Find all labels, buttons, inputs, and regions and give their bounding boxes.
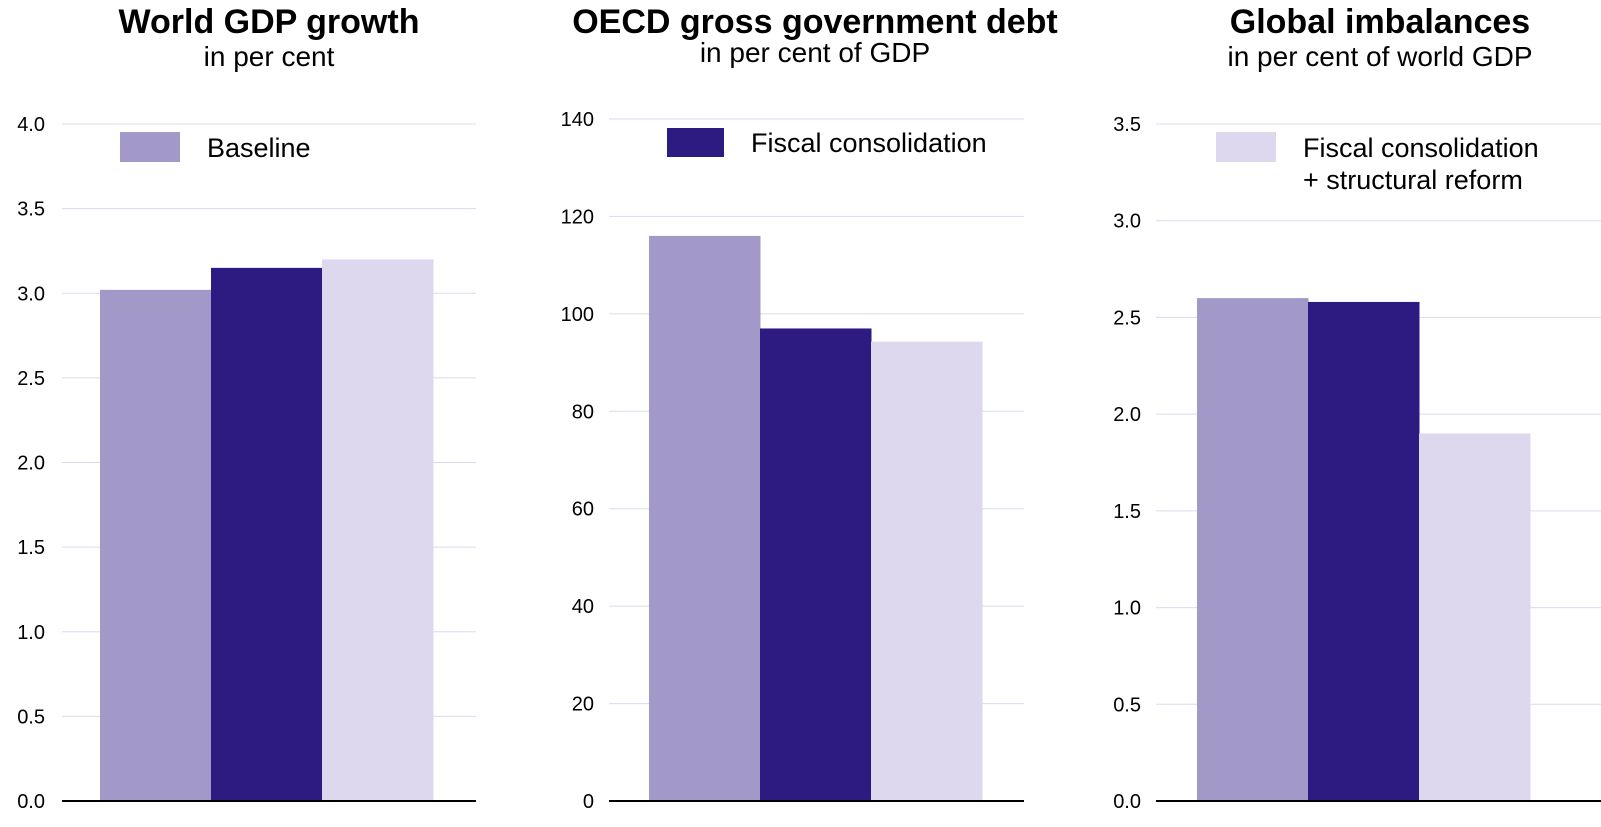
- y-tick-label: 120: [561, 206, 594, 228]
- y-tick-label: 60: [572, 499, 594, 521]
- bar-fiscal-consolidation-structural-reform: [1419, 433, 1531, 801]
- legend-swatch: [120, 132, 180, 162]
- y-tick-label: 2.5: [17, 368, 45, 390]
- y-tick-label: 1.0: [17, 622, 45, 644]
- bar-baseline: [1197, 298, 1309, 801]
- bar-fiscal-consolidation: [760, 328, 872, 801]
- y-tick-label: 100: [561, 304, 594, 326]
- y-tick-label: 0.0: [1113, 791, 1141, 813]
- bar-baseline: [100, 289, 212, 801]
- bar-fiscal-consolidation-structural-reform: [322, 259, 434, 801]
- legend-label: Fiscal consolidation: [751, 128, 987, 158]
- y-tick-label: 0.5: [17, 706, 45, 728]
- chart3-subtitle: in per cent of world GDP: [1227, 41, 1533, 72]
- y-tick-label: 0: [583, 791, 594, 813]
- y-tick-label: 1.5: [1113, 501, 1141, 523]
- y-tick-label: 40: [572, 596, 594, 618]
- chart2-subtitle: in per cent of GDP: [699, 37, 931, 68]
- y-tick-label: 20: [572, 694, 594, 716]
- y-tick-label: 140: [561, 109, 594, 131]
- chart1-subtitle: in per cent: [203, 41, 335, 72]
- y-tick-label: 2.0: [17, 453, 45, 475]
- bar-fiscal-consolidation-structural-reform: [871, 341, 983, 801]
- bar-fiscal-consolidation: [1308, 301, 1420, 801]
- y-tick-label: 80: [572, 401, 594, 423]
- y-tick-label: 3.0: [17, 283, 45, 305]
- y-tick-label: 0.5: [1113, 694, 1141, 716]
- y-tick-label: 3.0: [1113, 211, 1141, 233]
- legend-swatch: [667, 128, 724, 157]
- y-tick-label: 2.0: [1113, 404, 1141, 426]
- y-tick-label: 4.0: [17, 114, 45, 136]
- chart3-title: Global imbalances: [1229, 3, 1531, 41]
- y-tick-label: 3.5: [1113, 114, 1141, 136]
- legend-swatch: [1216, 132, 1276, 162]
- bar-fiscal-consolidation: [211, 267, 323, 801]
- y-tick-label: 2.5: [1113, 307, 1141, 329]
- legend-label: Fiscal consolidation: [1303, 133, 1539, 163]
- y-tick-label: 1.0: [1113, 598, 1141, 620]
- y-tick-label: 0.0: [17, 791, 45, 813]
- legend-label: + structural reform: [1303, 165, 1523, 195]
- y-tick-label: 1.5: [17, 537, 45, 559]
- legend-label: Baseline: [207, 133, 311, 163]
- chart1-title: World GDP growth: [118, 3, 420, 41]
- chart2-title: OECD gross government debt: [572, 3, 1058, 41]
- bar-baseline: [649, 235, 761, 801]
- y-tick-label: 3.5: [17, 199, 45, 221]
